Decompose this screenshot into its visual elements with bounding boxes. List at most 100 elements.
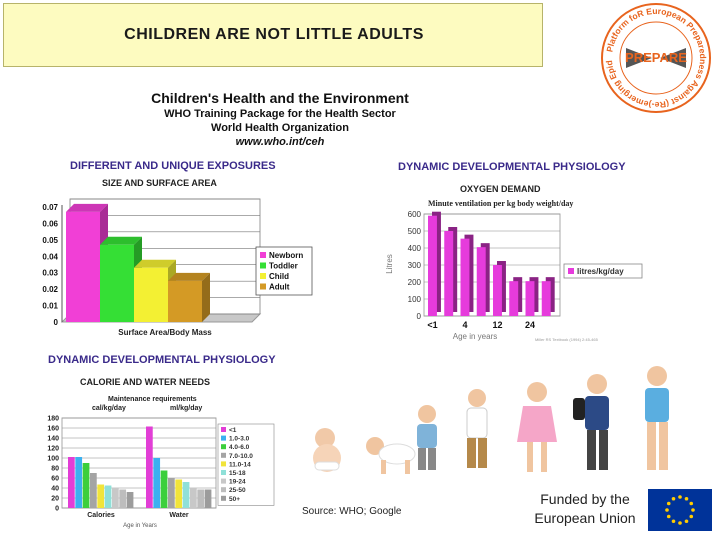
chart2-bar	[476, 247, 486, 316]
chart2-bar	[460, 238, 470, 316]
chart1-y-tick-label: 0.03	[42, 269, 58, 278]
chart3-legend-swatch	[221, 478, 226, 484]
eu-star-icon	[671, 496, 676, 501]
chart2-y-tick-label: 500	[408, 227, 422, 236]
chart3-y-tick-label: 80	[51, 466, 59, 473]
chart1-legend-swatch	[260, 273, 266, 279]
eu-star-icon	[689, 501, 694, 506]
header-banner: CHILDREN ARE NOT LITTLE ADULTS	[3, 3, 543, 67]
chart2-bar	[509, 281, 519, 316]
chart2-note: Miller RS Textbook (1994) 2:45-465	[535, 337, 599, 342]
chart3-y-tick-label: 180	[47, 416, 59, 423]
chart3-bar	[82, 463, 90, 508]
chart2-y-tick-label: 600	[408, 210, 422, 219]
chart3-y-tick-label: 20	[51, 496, 59, 503]
chart2-section-title: DYNAMIC DEVELOPMENTAL PHYSIOLOGY	[398, 161, 626, 173]
chart3-y-tick-label: 60	[51, 476, 59, 483]
chart3-section-title: DYNAMIC DEVELOPMENTAL PHYSIOLOGY	[48, 354, 276, 366]
chart3-y-tick-label: 120	[47, 446, 59, 453]
chart3-subtitle: Maintenance requirements	[108, 396, 197, 403]
chart2-bar	[541, 281, 551, 316]
chart2-bar	[493, 265, 502, 316]
chart2-legend-label: litres/kg/day	[577, 267, 624, 276]
chart3-legend	[217, 423, 275, 506]
child-boy-figure	[466, 389, 488, 468]
chart3-bar	[68, 457, 75, 508]
chart3-y-tick-label: 100	[47, 456, 59, 463]
chart1-y-tick-label: 0	[54, 318, 59, 327]
eu-star-icon	[665, 508, 669, 512]
who-url: www.who.int/ceh	[235, 136, 325, 148]
chart3-bar	[104, 485, 112, 508]
chart2-x-tick-label: 24	[525, 320, 535, 330]
chart3-y-tick-label: 140	[47, 436, 59, 443]
chart3-bar	[75, 457, 83, 508]
chart3-bar	[126, 492, 134, 508]
baby-figure	[313, 428, 341, 472]
older-girl-figure	[645, 366, 669, 470]
schoolboy-figure	[573, 374, 609, 470]
chart1-y-tick-label: 0.02	[42, 285, 58, 294]
logo-acronym: PREPARE	[625, 50, 687, 65]
chart3-x-tick-label: Water	[169, 512, 188, 519]
chart1-y-tick-label: 0.05	[42, 236, 58, 245]
chart2-y-tick-label: 300	[408, 261, 422, 270]
chart1-legend-label: Adult	[269, 283, 290, 292]
children-growth-illustration	[313, 366, 669, 474]
chart2-y-tick-label: 100	[408, 295, 422, 304]
eu-star-icon	[666, 514, 671, 519]
chart-oxygen-demand: 0 100 200 300 400 500 600 Litres <1 4 12 24 Age in y…	[385, 210, 643, 342]
prepare-logo: Platform foR European Preparedness Again…	[600, 2, 711, 113]
chart3-bar	[197, 489, 205, 508]
chart3-legend-swatch	[221, 461, 226, 467]
chart1-bar	[66, 211, 100, 322]
who-org: World Health Organization	[211, 122, 349, 134]
chart3-legend-label: 4.0-6.0	[229, 444, 250, 451]
chart-calorie-water: 0 20 40 60 80 100 120 140 160 180 Calories Water Age…	[47, 416, 275, 529]
chart3-legend-swatch	[221, 452, 226, 458]
chart3-legend-label: 25-50	[229, 487, 246, 494]
chart3-bar	[160, 470, 168, 508]
chart1-title: SIZE AND SURFACE AREA	[102, 178, 217, 188]
chart1-y-tick-label: 0.01	[42, 302, 58, 311]
chart2-y-tick-label: 0	[417, 312, 422, 321]
chart3-bar	[146, 426, 153, 508]
chart3-legend-swatch	[221, 487, 226, 493]
chart3-legend-label: 15-18	[229, 470, 246, 477]
chart3-bar	[190, 488, 197, 508]
chart2-x-tick-label: <1	[427, 320, 437, 330]
chart1-bar-top	[100, 236, 142, 245]
chart1-y-tick-label: 0.04	[42, 252, 58, 261]
chart2-x-label: Age in years	[453, 332, 497, 341]
chart2-y-label: Litres	[385, 254, 394, 274]
chart2-x-tick-label: 12	[492, 320, 502, 330]
chart2-bar	[525, 281, 535, 316]
who-title: Children's Health and the Environment	[151, 90, 409, 106]
chart2-y-tick-label: 200	[408, 278, 422, 287]
chart3-bar	[119, 489, 127, 508]
slide-title: CHILDREN ARE NOT LITTLE ADULTS	[124, 26, 424, 43]
chart2-y-tick-label: 400	[408, 244, 422, 253]
chart1-x-label: Surface Area/Body Mass	[118, 328, 212, 337]
funded-by-text: Funded by the European Union	[522, 490, 648, 528]
chart3-legend-label: <1	[229, 427, 237, 434]
eu-star-icon	[678, 521, 682, 525]
chart2-legend-swatch	[568, 268, 574, 274]
chart2-legend	[563, 263, 643, 279]
chart3-legend-swatch	[221, 495, 226, 501]
chart2-subtitle: Minute ventilation per kg body weight/da…	[428, 199, 574, 208]
crawling-baby-figure	[366, 437, 416, 474]
eu-star-icon	[666, 501, 671, 506]
chart1-legend-swatch	[260, 252, 266, 258]
chart1-legend-swatch	[260, 283, 266, 290]
chart2-bar	[444, 231, 454, 316]
funded-line1: Funded by the	[540, 491, 630, 507]
chart3-legend-swatch	[221, 427, 226, 432]
chart3-bar	[97, 484, 105, 508]
eu-star-icon	[678, 495, 682, 499]
chart3-bar	[90, 473, 97, 508]
chart1-legend-label: Child	[269, 272, 289, 281]
chart1-bar	[134, 267, 168, 322]
chart3-bar	[175, 479, 183, 508]
chart3-legend-label: 19-24	[229, 479, 246, 486]
